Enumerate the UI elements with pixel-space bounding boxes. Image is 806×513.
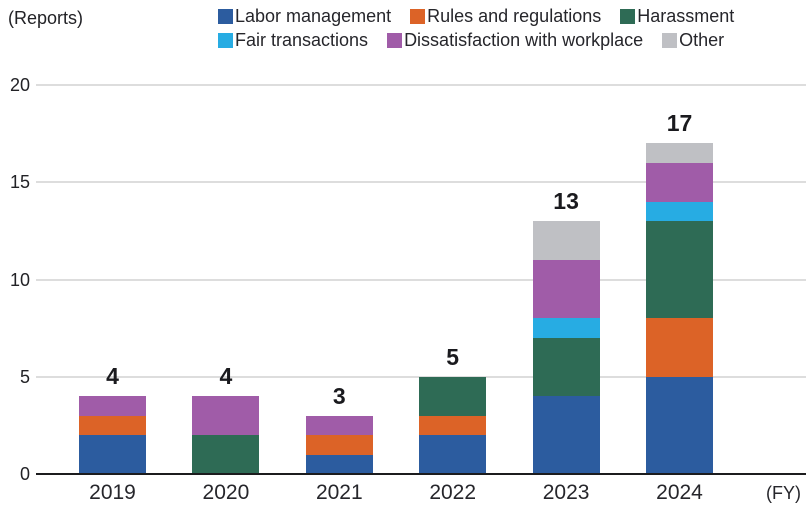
y-tick-label: 20 [9,75,30,95]
y-tick-label: 10 [9,269,30,290]
y-tick-label: 0 [19,464,30,484]
x-axis-baseline [36,473,806,475]
legend-row-1: Labor management Rules and regulations Har… [218,6,734,27]
legend-label: Fair transactions [235,30,369,50]
bar-segment-2022-harassment [419,376,487,416]
bar-segment-2023-harassment [532,337,600,397]
bar-total-label-2023: 13 [553,188,579,215]
y-tick-label: 15 [9,172,30,193]
bar-segment-2020-harassment [192,435,260,474]
bar-segment-2022-rules-and-regulations [419,415,487,436]
bar-segment-2019-rules-and-regulations [79,415,146,436]
bar-total-label-2020: 4 [219,363,233,390]
bar-segment-2021-labor-management [305,454,373,474]
legend-swatch-icon [387,33,403,48]
x-axis-units-label: (FY) [766,483,801,503]
legend-item-rules-and-regulations: Rules and regulations [410,6,601,27]
bar-segment-2024-other [646,143,713,163]
bar-segment-2021-dissatisfaction-with-workplace [305,415,373,436]
bar-segment-2019-dissatisfaction-with-workplace [79,396,146,416]
bar-total-label-2022: 5 [446,343,460,370]
legend-swatch-icon [218,33,233,48]
legend-swatch-icon [620,9,636,24]
bar-segment-2023-other [532,221,600,261]
legend-label: Labor management [235,6,392,26]
bar-segment-2024-fair-transactions [646,201,713,222]
x-tick-label-2023: 2023 [542,481,590,504]
bar-total-label-2019: 4 [106,363,119,390]
bar-segment-2023-fair-transactions [532,318,600,338]
legend-swatch-icon [410,9,426,24]
legend-swatch-icon [662,33,678,48]
x-tick-label-2020: 2020 [202,481,250,504]
gridline [36,84,806,86]
y-axis-units-label: (Reports) [8,8,84,28]
bar-segment-2024-harassment [646,221,713,319]
legend-label: Harassment [637,6,735,26]
bar-segment-2023-labor-management [532,396,600,474]
legend-row-2: Fair transactions Dissatisfaction with wo… [218,30,734,51]
chart-legend: Labor management Rules and regulations Har… [218,6,734,51]
legend-label: Rules and regulations [427,6,602,26]
x-tick-label-2022: 2022 [429,481,477,504]
legend-item-dissatisfaction-with-workplace: Dissatisfaction with workplace [387,30,643,51]
bar-total-label-2024: 17 [666,110,693,137]
x-tick-label-2021: 2021 [315,481,363,504]
bar-segment-2019-labor-management [79,435,146,474]
legend-swatch-icon [218,9,233,24]
bar-segment-2021-rules-and-regulations [305,435,373,455]
legend-item-labor-management: Labor management [218,6,391,27]
x-tick-label-2019: 2019 [89,481,136,504]
x-tick-label-2024: 2024 [656,481,703,504]
y-tick-label: 5 [19,366,30,387]
legend-item-fair-transactions: Fair transactions [218,30,368,51]
bar-segment-2022-labor-management [419,435,487,474]
bar-segment-2024-dissatisfaction-with-workplace [646,162,713,202]
legend-item-harassment: Harassment [620,6,734,27]
gridline [36,181,806,184]
legend-item-other: Other [662,30,724,51]
legend-label: Other [679,30,725,50]
legend-label: Dissatisfaction with workplace [404,30,644,50]
bar-segment-2023-dissatisfaction-with-workplace [532,260,600,319]
bar-segment-2024-rules-and-regulations [646,318,713,377]
bar-segment-2020-dissatisfaction-with-workplace [192,396,260,436]
bar-total-label-2021: 3 [332,382,346,409]
bar-segment-2024-labor-management [646,376,713,474]
gridline [36,278,806,281]
